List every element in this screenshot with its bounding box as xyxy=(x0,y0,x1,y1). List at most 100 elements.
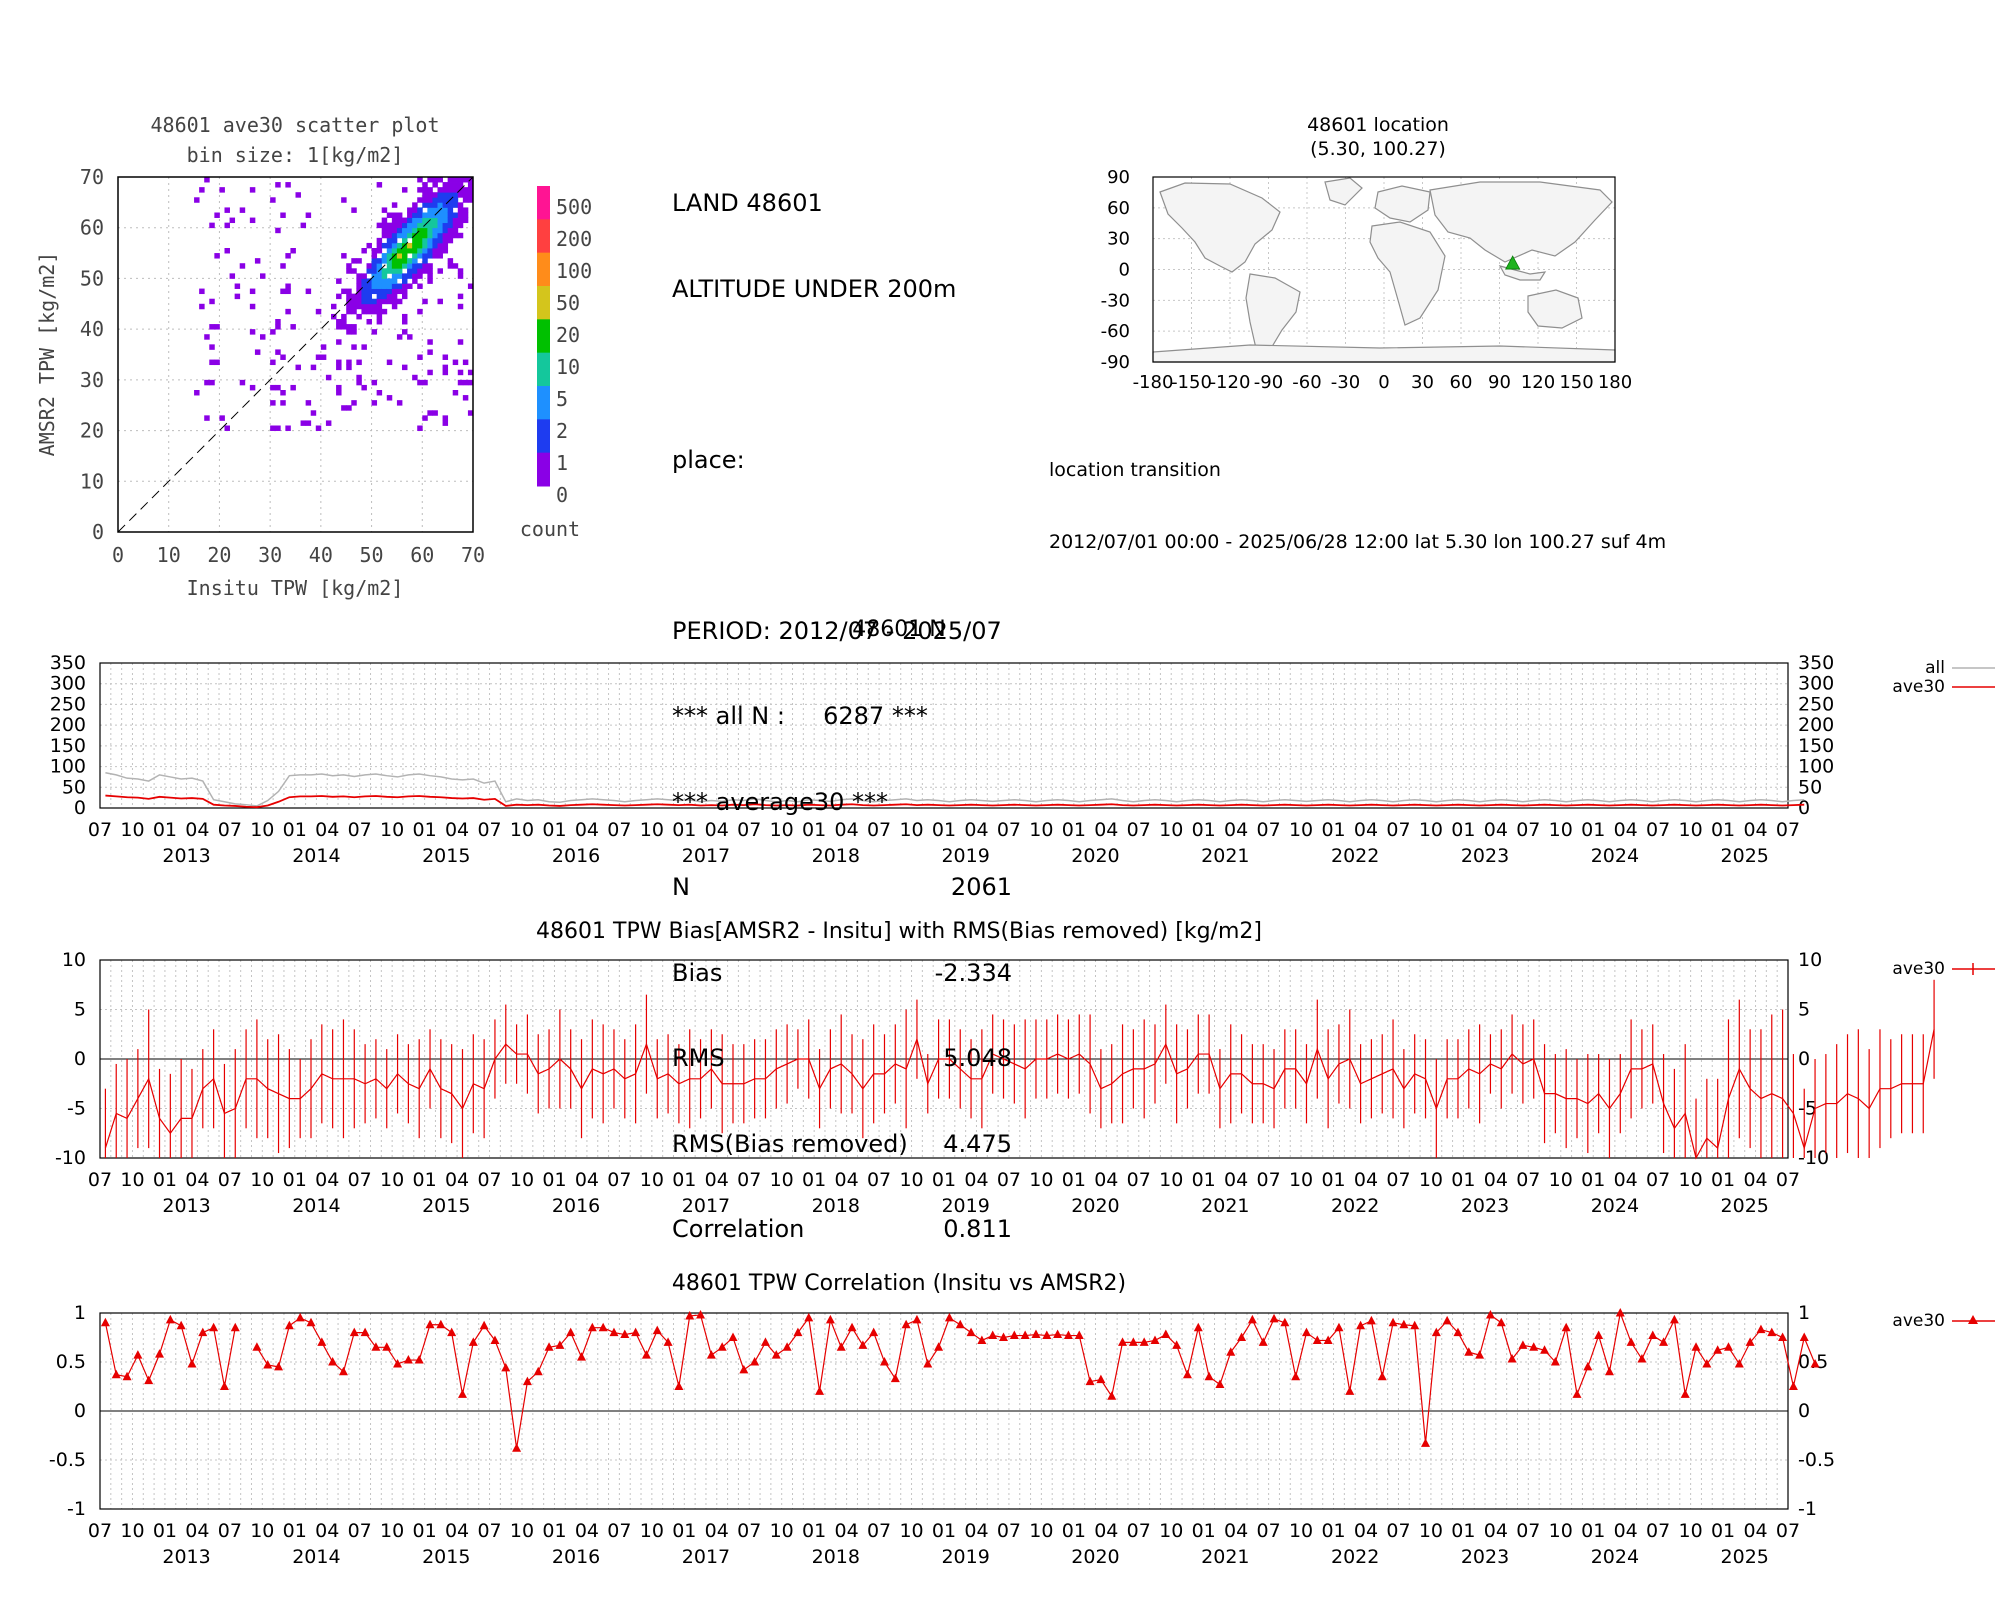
scatter-density-cell xyxy=(376,390,383,396)
chart-year-label: 2014 xyxy=(292,1195,340,1217)
scatter-density-cell xyxy=(447,207,454,213)
scatter-density-cell xyxy=(407,242,413,249)
chart-month-label: 04 xyxy=(1094,1520,1118,1542)
data-marker-triangle xyxy=(1810,1358,1820,1368)
scatter-density-cell xyxy=(310,364,317,371)
chart-month-label: 07 xyxy=(1646,1520,1670,1542)
chart-month-label: 10 xyxy=(1549,819,1573,841)
chart-month-label: 07 xyxy=(1646,819,1670,841)
scatter-density-cell xyxy=(371,303,378,310)
data-marker-triangle xyxy=(999,1332,1009,1341)
map-xtick-label: 180 xyxy=(1598,372,1632,393)
scatter-density-cell xyxy=(422,298,428,305)
scatter-density-cell xyxy=(249,329,256,335)
chart-month-label: 04 xyxy=(1484,1520,1508,1542)
scatter-density-cell xyxy=(437,177,443,183)
scatter-density-cell xyxy=(371,268,378,274)
scatter-density-cell xyxy=(366,268,372,274)
chart-month-label: 10 xyxy=(120,819,144,841)
scatter-density-cell xyxy=(402,187,408,193)
chart-month-label: 07 xyxy=(607,1169,631,1191)
chart-month-label: 01 xyxy=(283,1169,307,1191)
info-stat-label: N xyxy=(672,873,690,901)
colorbar-swatch xyxy=(537,319,550,354)
data-marker-triangle xyxy=(1518,1340,1528,1349)
data-marker-triangle xyxy=(771,1350,781,1359)
scatter-density-cell xyxy=(371,329,378,335)
scatter-density-cell xyxy=(270,197,276,203)
data-marker-triangle xyxy=(1356,1320,1366,1330)
scatter-density-cell xyxy=(381,253,388,259)
scatter-density-cell xyxy=(437,298,443,305)
data-marker-triangle xyxy=(912,1314,922,1324)
scatter-density-cell xyxy=(356,374,362,381)
scatter-density-cell xyxy=(315,308,322,315)
info-stat-label: Bias xyxy=(672,958,723,987)
scatter-density-cell xyxy=(427,232,433,239)
colorbar-tick-label: 50 xyxy=(556,291,580,315)
scatter-density-cell xyxy=(305,288,312,295)
scatter-density-cell xyxy=(361,344,367,350)
scatter-density-cell xyxy=(361,273,367,279)
scatter-density-cell xyxy=(391,217,398,224)
scatter-density-cell xyxy=(442,197,449,203)
scatter-density-cell xyxy=(417,227,423,234)
scatter-density-cell xyxy=(376,303,383,310)
chart-year-label: 2020 xyxy=(1071,1195,1119,1217)
scatter-density-cell xyxy=(442,182,449,188)
scatter-density-cell xyxy=(361,293,367,300)
scatter-density-cell xyxy=(412,217,418,224)
data-marker-triangle xyxy=(1550,1357,1560,1366)
legend-label: ave30 xyxy=(1892,1311,1945,1331)
chart-month-label: 04 xyxy=(575,1169,599,1191)
scatter-density-cell xyxy=(386,242,393,249)
scatter-density-cell xyxy=(224,425,230,431)
colorbar-label: count xyxy=(520,517,580,541)
scatter-density-cell xyxy=(427,192,433,198)
scatter-xtick-label: 40 xyxy=(309,543,333,567)
chart-month-label: 07 xyxy=(1257,819,1281,841)
data-marker-triangle xyxy=(1258,1337,1268,1346)
info-stat-value: -2.334 xyxy=(934,958,1012,987)
scatter-density-cell xyxy=(295,192,301,198)
scatter-density-cell xyxy=(275,182,281,188)
chart-ytick-label-right: 10 xyxy=(1798,949,1822,971)
scatter-density-cell xyxy=(371,308,378,315)
scatter-density-cell xyxy=(462,187,469,193)
scatter-density-cell xyxy=(417,222,423,229)
data-marker-triangle xyxy=(1377,1371,1387,1381)
data-marker-triangle xyxy=(890,1373,900,1383)
scatter-density-cell xyxy=(407,283,413,289)
scatter-density-cell xyxy=(427,278,433,284)
chart-month-label: 10 xyxy=(1029,1520,1053,1542)
chart-year-label: 2025 xyxy=(1721,1546,1769,1568)
scatter-density-cell xyxy=(412,237,418,244)
chart-month-label: 07 xyxy=(1776,819,1800,841)
data-marker-triangle xyxy=(1702,1358,1712,1368)
chart-ytick-label-left: 300 xyxy=(50,673,86,695)
colorbar-swatch xyxy=(537,452,550,487)
scatter-density-cell xyxy=(209,298,215,305)
scatter-density-cell xyxy=(396,242,403,249)
legend-label: all xyxy=(1925,658,1945,678)
data-marker-triangle xyxy=(1237,1332,1247,1341)
chart-month-label: 04 xyxy=(1614,819,1638,841)
scatter-density-cell xyxy=(442,192,449,198)
chart-year-label: 2016 xyxy=(552,1546,600,1568)
scatter-xtick-label: 20 xyxy=(207,543,231,567)
chart-month-label: 01 xyxy=(153,1520,177,1542)
scatter-density-cell xyxy=(462,197,469,203)
chart-title: 48601 TPW Bias[AMSR2 - Insitu] with RMS(… xyxy=(536,919,1262,944)
chart-month-label: 01 xyxy=(1581,819,1605,841)
data-marker-triangle xyxy=(187,1358,197,1368)
chart-ytick-label-left: -10 xyxy=(55,1147,86,1169)
data-marker-triangle xyxy=(923,1358,933,1368)
info-land-line: LAND 48601 xyxy=(672,189,823,217)
scatter-density-cell xyxy=(356,313,362,320)
scatter-density-cell xyxy=(396,334,403,340)
map-frame xyxy=(1152,176,1616,363)
scatter-density-cell xyxy=(366,283,372,289)
map-xtick-label: 120 xyxy=(1521,372,1555,393)
scatter-density-cell xyxy=(356,283,362,289)
scatter-density-cell xyxy=(361,283,367,289)
